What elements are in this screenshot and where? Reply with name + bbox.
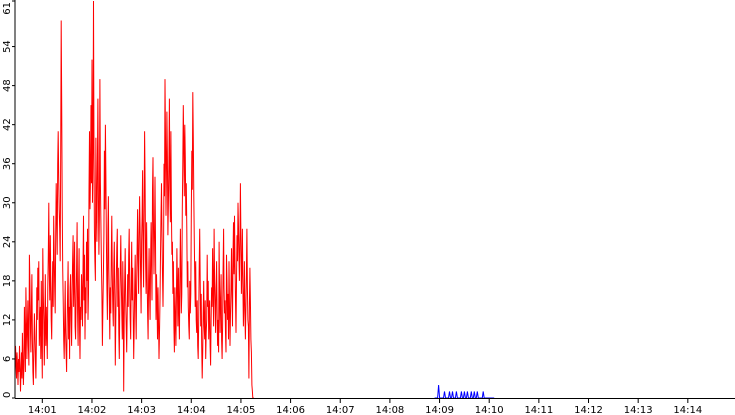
y-tick-label: 18 — [2, 274, 13, 287]
axes-layer — [14, 0, 735, 399]
y-tick-label: 36 — [2, 157, 13, 170]
y-tick-label: 54 — [2, 40, 13, 53]
x-tick-label: 14:12 — [574, 405, 603, 415]
x-tick-label: 14:03 — [127, 405, 156, 415]
x-tick-label: 14:09 — [425, 405, 454, 415]
y-tick-label: 42 — [2, 118, 13, 131]
y-tick-label: 48 — [2, 79, 13, 92]
x-tick-label: 14:07 — [326, 405, 355, 415]
y-tick-label: 6 — [2, 356, 13, 362]
x-tick-label: 14:14 — [673, 405, 702, 415]
y-tick-label: 12 — [2, 314, 13, 327]
y-tick-label: 24 — [2, 235, 13, 248]
x-tick-label: 14:13 — [624, 405, 653, 415]
x-tick-label: 14:04 — [177, 405, 206, 415]
x-tick-label: 14:05 — [227, 405, 256, 415]
x-tick-label: 14:10 — [475, 405, 504, 415]
y-tick-label: 30 — [2, 196, 13, 209]
x-tick-label: 14:02 — [78, 405, 107, 415]
y-tick-label: 0 — [2, 392, 13, 398]
y-axis-ticks: 0 6 12 18 24 30 36 42 48 54 61 — [2, 0, 15, 399]
series-line-1 — [14, 0, 254, 399]
y-tick-label: 61 — [2, 2, 13, 15]
x-tick-label: 14:11 — [524, 405, 553, 415]
x-tick-label: 14:08 — [375, 405, 404, 415]
x-tick-label: 14:01 — [28, 405, 57, 415]
x-axis-ticks: 14:01 14:02 14:03 14:04 14:05 14:06 14:07 14:08… — [28, 398, 702, 415]
x-tick-label: 14:06 — [276, 405, 305, 415]
